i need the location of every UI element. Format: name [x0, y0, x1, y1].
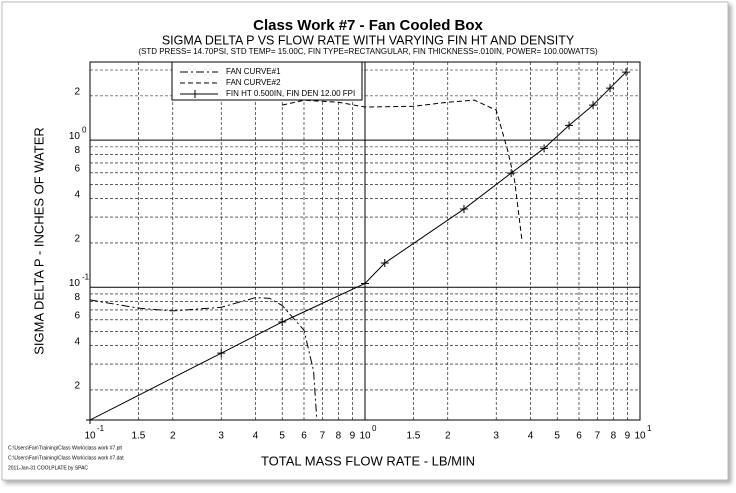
- y-tick-label: 2: [74, 87, 80, 98]
- legend-label: FAN CURVE#1: [226, 67, 281, 76]
- point-marker: [217, 349, 226, 358]
- y-tick-label: 6: [74, 163, 80, 174]
- y-tick-label: 2: [74, 234, 80, 245]
- x-tick-label: 1.5: [406, 431, 420, 442]
- x-tick-label: 1.5: [131, 431, 145, 442]
- x-axis-label: TOTAL MASS FLOW RATE - LB/MIN: [261, 453, 475, 468]
- point-marker: [540, 144, 549, 153]
- y-tick-label: 4: [74, 336, 80, 347]
- x-tick-label: 5: [279, 431, 285, 442]
- legend-label: FAN CURVE#2: [226, 78, 281, 87]
- point-marker: [380, 259, 389, 268]
- series-line: [90, 297, 318, 420]
- x-tick-label: 6: [576, 431, 582, 442]
- x-tick-exponent: 1: [647, 424, 652, 433]
- y-tick-label: 8: [74, 292, 80, 303]
- y-tick-label: 2: [74, 381, 80, 392]
- footnote: 2011-Jan-31 COOLPLATE by SPAC: [8, 465, 88, 471]
- x-tick-label: 7: [320, 431, 326, 442]
- x-tick-label: 2: [445, 431, 451, 442]
- x-tick-label: 2: [170, 431, 176, 442]
- x-tick-exponent: 0: [372, 424, 377, 433]
- x-tick-label: 9: [350, 431, 356, 442]
- chart-title: Class Work #7 - Fan Cooled Box: [253, 17, 483, 34]
- point-marker: [589, 101, 598, 110]
- y-tick-exponent: -1: [82, 272, 90, 281]
- y-tick-label: 6: [74, 310, 80, 321]
- y-tick-label: 8: [74, 145, 80, 156]
- x-tick-exponent: -1: [97, 424, 105, 433]
- footnote: C:\Users\Fan\Training\Class Work\class w…: [8, 445, 123, 451]
- y-tick-label: 10: [69, 278, 81, 289]
- footnote: C:\Users\Fan\Training\Class Work\class w…: [8, 455, 124, 461]
- series-line: [90, 71, 627, 420]
- x-tick-label: 10: [84, 431, 96, 442]
- x-tick-label: 6: [301, 431, 307, 442]
- x-tick-label: 4: [528, 431, 534, 442]
- chart-subtitle: SIGMA DELTA P VS FLOW RATE WITH VARYING …: [162, 33, 575, 47]
- legend-label: FIN HT 0.500IN, FIN DEN 12.00 FPI: [226, 89, 355, 98]
- y-tick-exponent: 0: [82, 125, 87, 134]
- point-marker: [565, 121, 574, 130]
- point-marker: [606, 84, 615, 93]
- y-tick-label: 10: [69, 131, 81, 142]
- point-marker: [86, 416, 94, 424]
- x-tick-label: 4: [253, 431, 259, 442]
- x-tick-label: 10: [359, 431, 371, 442]
- x-tick-label: 3: [493, 431, 499, 442]
- x-tick-label: 10: [634, 431, 646, 442]
- x-tick-label: 7: [595, 431, 601, 442]
- plot-frame: [89, 61, 641, 421]
- point-marker: [278, 317, 287, 326]
- point-marker: [459, 205, 468, 214]
- x-tick-label: 3: [218, 431, 224, 442]
- chart-note: (STD PRESS= 14.70PSI, STD TEMP= 15.00C, …: [138, 47, 598, 56]
- y-axis-label: SIGMA DELTA P - INCHES OF WATER: [31, 127, 46, 355]
- point-marker: [361, 279, 369, 288]
- legend-marker: [191, 90, 199, 98]
- x-tick-label: 5: [554, 431, 560, 442]
- point-marker: [507, 169, 516, 178]
- y-tick-label: 4: [74, 189, 80, 200]
- point-marker: [622, 68, 631, 77]
- x-tick-label: 9: [625, 431, 631, 442]
- x-tick-label: 8: [336, 431, 342, 442]
- x-tick-label: 8: [611, 431, 617, 442]
